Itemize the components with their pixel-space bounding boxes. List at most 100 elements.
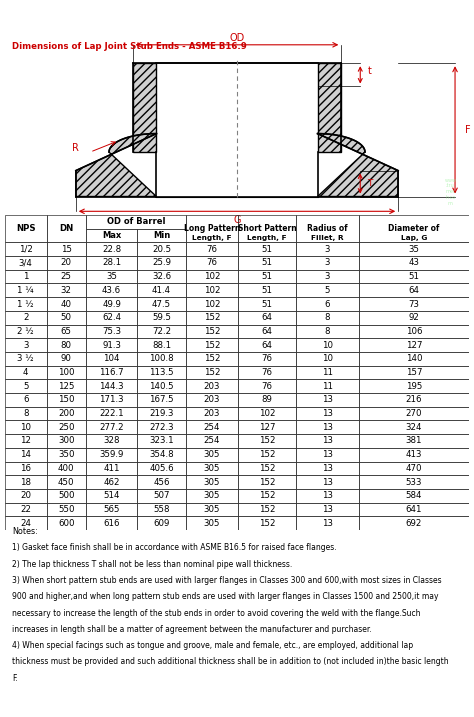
- Bar: [86, 325, 137, 338]
- Text: 62.4: 62.4: [102, 313, 121, 322]
- Bar: [86, 311, 137, 325]
- Bar: [186, 366, 238, 379]
- Bar: [86, 270, 137, 283]
- Text: 90: 90: [61, 354, 72, 364]
- Bar: [359, 215, 469, 242]
- Bar: [238, 379, 296, 393]
- Bar: [137, 242, 186, 256]
- Text: 152: 152: [259, 437, 275, 445]
- Text: 152: 152: [204, 313, 220, 322]
- Bar: [296, 489, 359, 503]
- Text: G: G: [233, 215, 241, 225]
- Text: 100: 100: [58, 368, 74, 377]
- Text: 144.3: 144.3: [99, 381, 124, 391]
- Bar: [86, 448, 137, 462]
- Bar: [238, 215, 296, 242]
- Text: 106: 106: [406, 327, 422, 336]
- Text: 13: 13: [322, 409, 333, 418]
- Bar: [46, 489, 86, 503]
- Text: 11: 11: [322, 381, 333, 391]
- Bar: [238, 270, 296, 283]
- Bar: [186, 215, 238, 242]
- Text: 462: 462: [103, 478, 120, 487]
- Bar: [359, 338, 469, 352]
- Text: 203: 203: [204, 409, 220, 418]
- Bar: [46, 420, 86, 434]
- Bar: [46, 256, 86, 270]
- Text: 3: 3: [23, 341, 28, 350]
- Text: 51: 51: [262, 258, 273, 267]
- Bar: [46, 462, 86, 475]
- Bar: [137, 283, 186, 297]
- Bar: [86, 516, 137, 530]
- Text: 565: 565: [103, 505, 120, 514]
- Bar: [359, 393, 469, 407]
- Bar: [359, 366, 469, 379]
- Bar: [5, 215, 46, 242]
- Bar: [238, 338, 296, 352]
- Text: F.: F.: [12, 674, 17, 683]
- Text: 558: 558: [153, 505, 170, 514]
- Text: 73: 73: [409, 300, 419, 308]
- Text: 10: 10: [20, 423, 31, 432]
- Text: DN: DN: [59, 224, 73, 233]
- Bar: [186, 462, 238, 475]
- Bar: [86, 256, 137, 270]
- Bar: [359, 297, 469, 311]
- Text: 16: 16: [20, 464, 31, 473]
- Text: Min: Min: [153, 231, 170, 240]
- Bar: [137, 256, 186, 270]
- Text: 1 ½: 1 ½: [18, 300, 34, 308]
- Text: 254: 254: [204, 437, 220, 445]
- Bar: [238, 393, 296, 407]
- Text: 3/4: 3/4: [18, 258, 33, 267]
- Bar: [238, 462, 296, 475]
- Text: 6: 6: [325, 300, 330, 308]
- Text: 152: 152: [204, 354, 220, 364]
- Text: 51: 51: [262, 244, 273, 254]
- Bar: [359, 462, 469, 475]
- Text: 80: 80: [61, 341, 72, 350]
- Text: 24: 24: [20, 518, 31, 528]
- Text: 550: 550: [58, 505, 74, 514]
- Bar: [359, 489, 469, 503]
- Bar: [5, 434, 46, 448]
- Text: 3: 3: [325, 258, 330, 267]
- Text: 3) When short pattern stub ends are used with larger flanges in Classes 300 and : 3) When short pattern stub ends are used…: [12, 576, 441, 585]
- Bar: [86, 407, 137, 420]
- Text: 405.6: 405.6: [149, 464, 174, 473]
- Bar: [296, 420, 359, 434]
- Text: 2: 2: [23, 313, 28, 322]
- Text: 72.2: 72.2: [152, 327, 171, 336]
- Text: 5: 5: [23, 381, 28, 391]
- Bar: [46, 338, 86, 352]
- Text: 50: 50: [61, 313, 72, 322]
- Text: 1: 1: [23, 272, 28, 281]
- Bar: [238, 489, 296, 503]
- Bar: [238, 311, 296, 325]
- Bar: [186, 407, 238, 420]
- Bar: [5, 379, 46, 393]
- Bar: [359, 311, 469, 325]
- Bar: [186, 325, 238, 338]
- Text: 20: 20: [20, 491, 31, 500]
- Text: 76: 76: [206, 244, 218, 254]
- Bar: [238, 366, 296, 379]
- Bar: [5, 256, 46, 270]
- Bar: [5, 448, 46, 462]
- Text: 41.4: 41.4: [152, 286, 171, 295]
- Text: 4) When special facings such as tongue and groove, male and female, etc., are em: 4) When special facings such as tongue a…: [12, 641, 413, 650]
- Bar: [86, 297, 137, 311]
- Bar: [296, 366, 359, 379]
- Bar: [46, 311, 86, 325]
- Text: 125: 125: [58, 381, 74, 391]
- Bar: [86, 475, 137, 489]
- Text: 40: 40: [61, 300, 72, 308]
- Text: 514: 514: [103, 491, 120, 500]
- Text: 450: 450: [58, 478, 74, 487]
- Text: 152: 152: [204, 327, 220, 336]
- Bar: [296, 516, 359, 530]
- Text: 22.8: 22.8: [102, 244, 121, 254]
- Bar: [137, 379, 186, 393]
- Text: 3 ½: 3 ½: [18, 354, 34, 364]
